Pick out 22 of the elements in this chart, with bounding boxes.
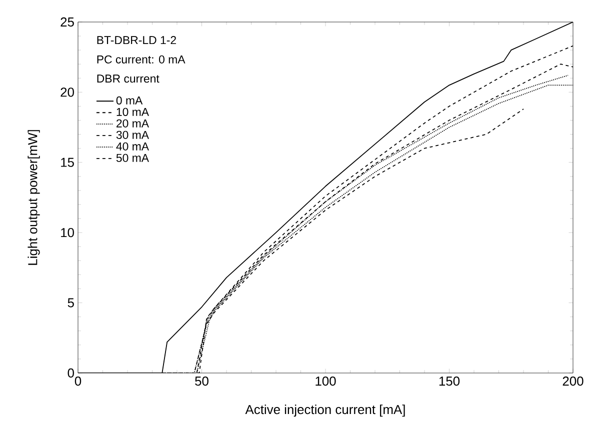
x-tick-label: 100: [316, 376, 336, 386]
y-axis-title: Light output power[mW]: [28, 130, 40, 265]
x-axis-title: Active injection current [mA]: [245, 404, 405, 417]
x-tick-label: 150: [439, 376, 460, 386]
text: BT-DBR-LD 1-2: [97, 36, 176, 44]
y-tick-label: 25: [60, 17, 74, 27]
legend-label: 20 mA: [116, 119, 149, 128]
y-tick-label: 20: [60, 88, 74, 97]
legend-label: 10 mA: [116, 108, 149, 116]
legend-title: DBR current: [97, 74, 160, 83]
y-tick-label: 10: [61, 228, 74, 238]
legend-label: 40 mA: [116, 142, 149, 150]
x-tick-label: 200: [562, 376, 584, 386]
x-tick-label: 50: [195, 376, 208, 386]
x-tick-label: 0: [74, 376, 82, 386]
annotation: PC current: 0 mA: [97, 55, 186, 64]
y-tick-label: 5: [68, 298, 74, 308]
legend-label: 0 mA: [116, 96, 143, 104]
y-tick-label: 0: [68, 368, 74, 378]
legend-label: 30 mA: [116, 130, 149, 139]
y-tick-label: 15: [61, 158, 74, 167]
legend-label: 50 mA: [116, 154, 149, 162]
